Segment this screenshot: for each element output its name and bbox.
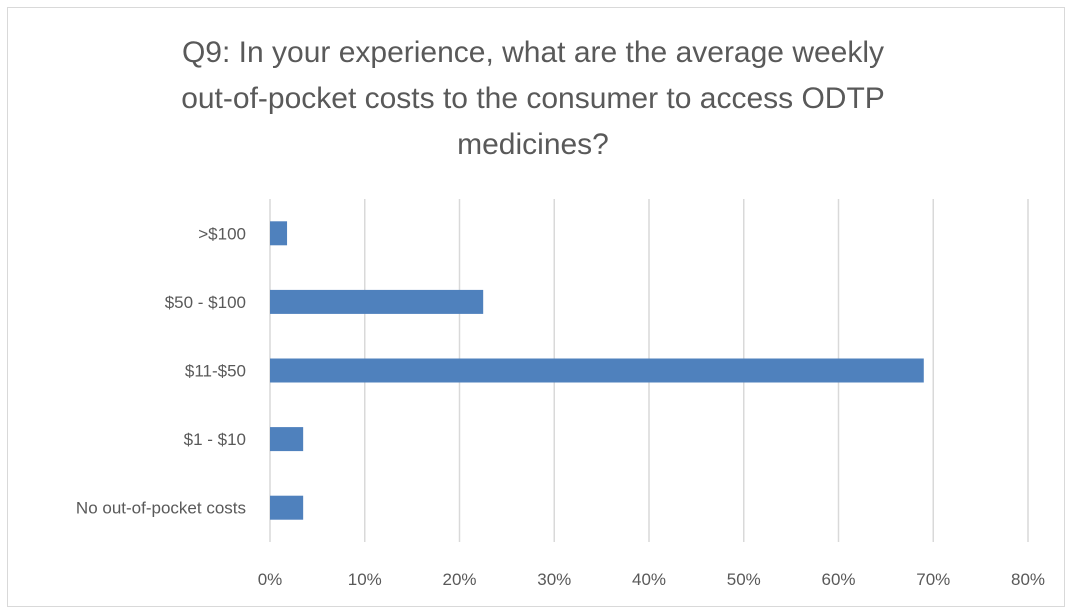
x-tick-labels: 0% 10% 20% 30% 40% 50% 60% 70% 80% — [258, 570, 1045, 589]
chart-frame — [7, 7, 1065, 607]
bars — [270, 221, 924, 520]
x-tick-label-70: 70% — [916, 570, 950, 589]
category-label-0: >$100 — [198, 224, 246, 243]
category-label-3: $1 - $10 — [184, 430, 246, 449]
x-tick-label-0: 0% — [258, 570, 283, 589]
bar-2 — [270, 358, 924, 383]
bar-0 — [270, 221, 288, 246]
bar-1 — [270, 289, 484, 314]
chart-title-line-2: out-of-pocket costs to the consumer to a… — [181, 82, 885, 115]
x-tick-label-80: 80% — [1011, 570, 1045, 589]
chart-title: Q9: In your experience, what are the ave… — [0, 30, 1066, 168]
chart-title-line-1: Q9: In your experience, what are the ave… — [181, 36, 885, 69]
category-label-1: $50 - $100 — [165, 293, 246, 312]
x-tick-label-60: 60% — [821, 570, 855, 589]
chart-title-line-3: medicines? — [457, 128, 609, 161]
x-tick-label-50: 50% — [727, 570, 761, 589]
x-tick-label-20: 20% — [442, 570, 476, 589]
bar-4 — [270, 495, 304, 520]
category-label-2: $11-$50 — [185, 362, 246, 381]
category-label-4: No out-of-pocket costs — [76, 499, 246, 518]
x-tick-label-10: 10% — [348, 570, 382, 589]
category-labels: >$100 $50 - $100 $11-$50 $1 - $10 No out-of-… — [76, 224, 246, 517]
x-tick-label-40: 40% — [632, 570, 666, 589]
bar-3 — [270, 427, 304, 452]
x-tick-label-30: 30% — [537, 570, 571, 589]
